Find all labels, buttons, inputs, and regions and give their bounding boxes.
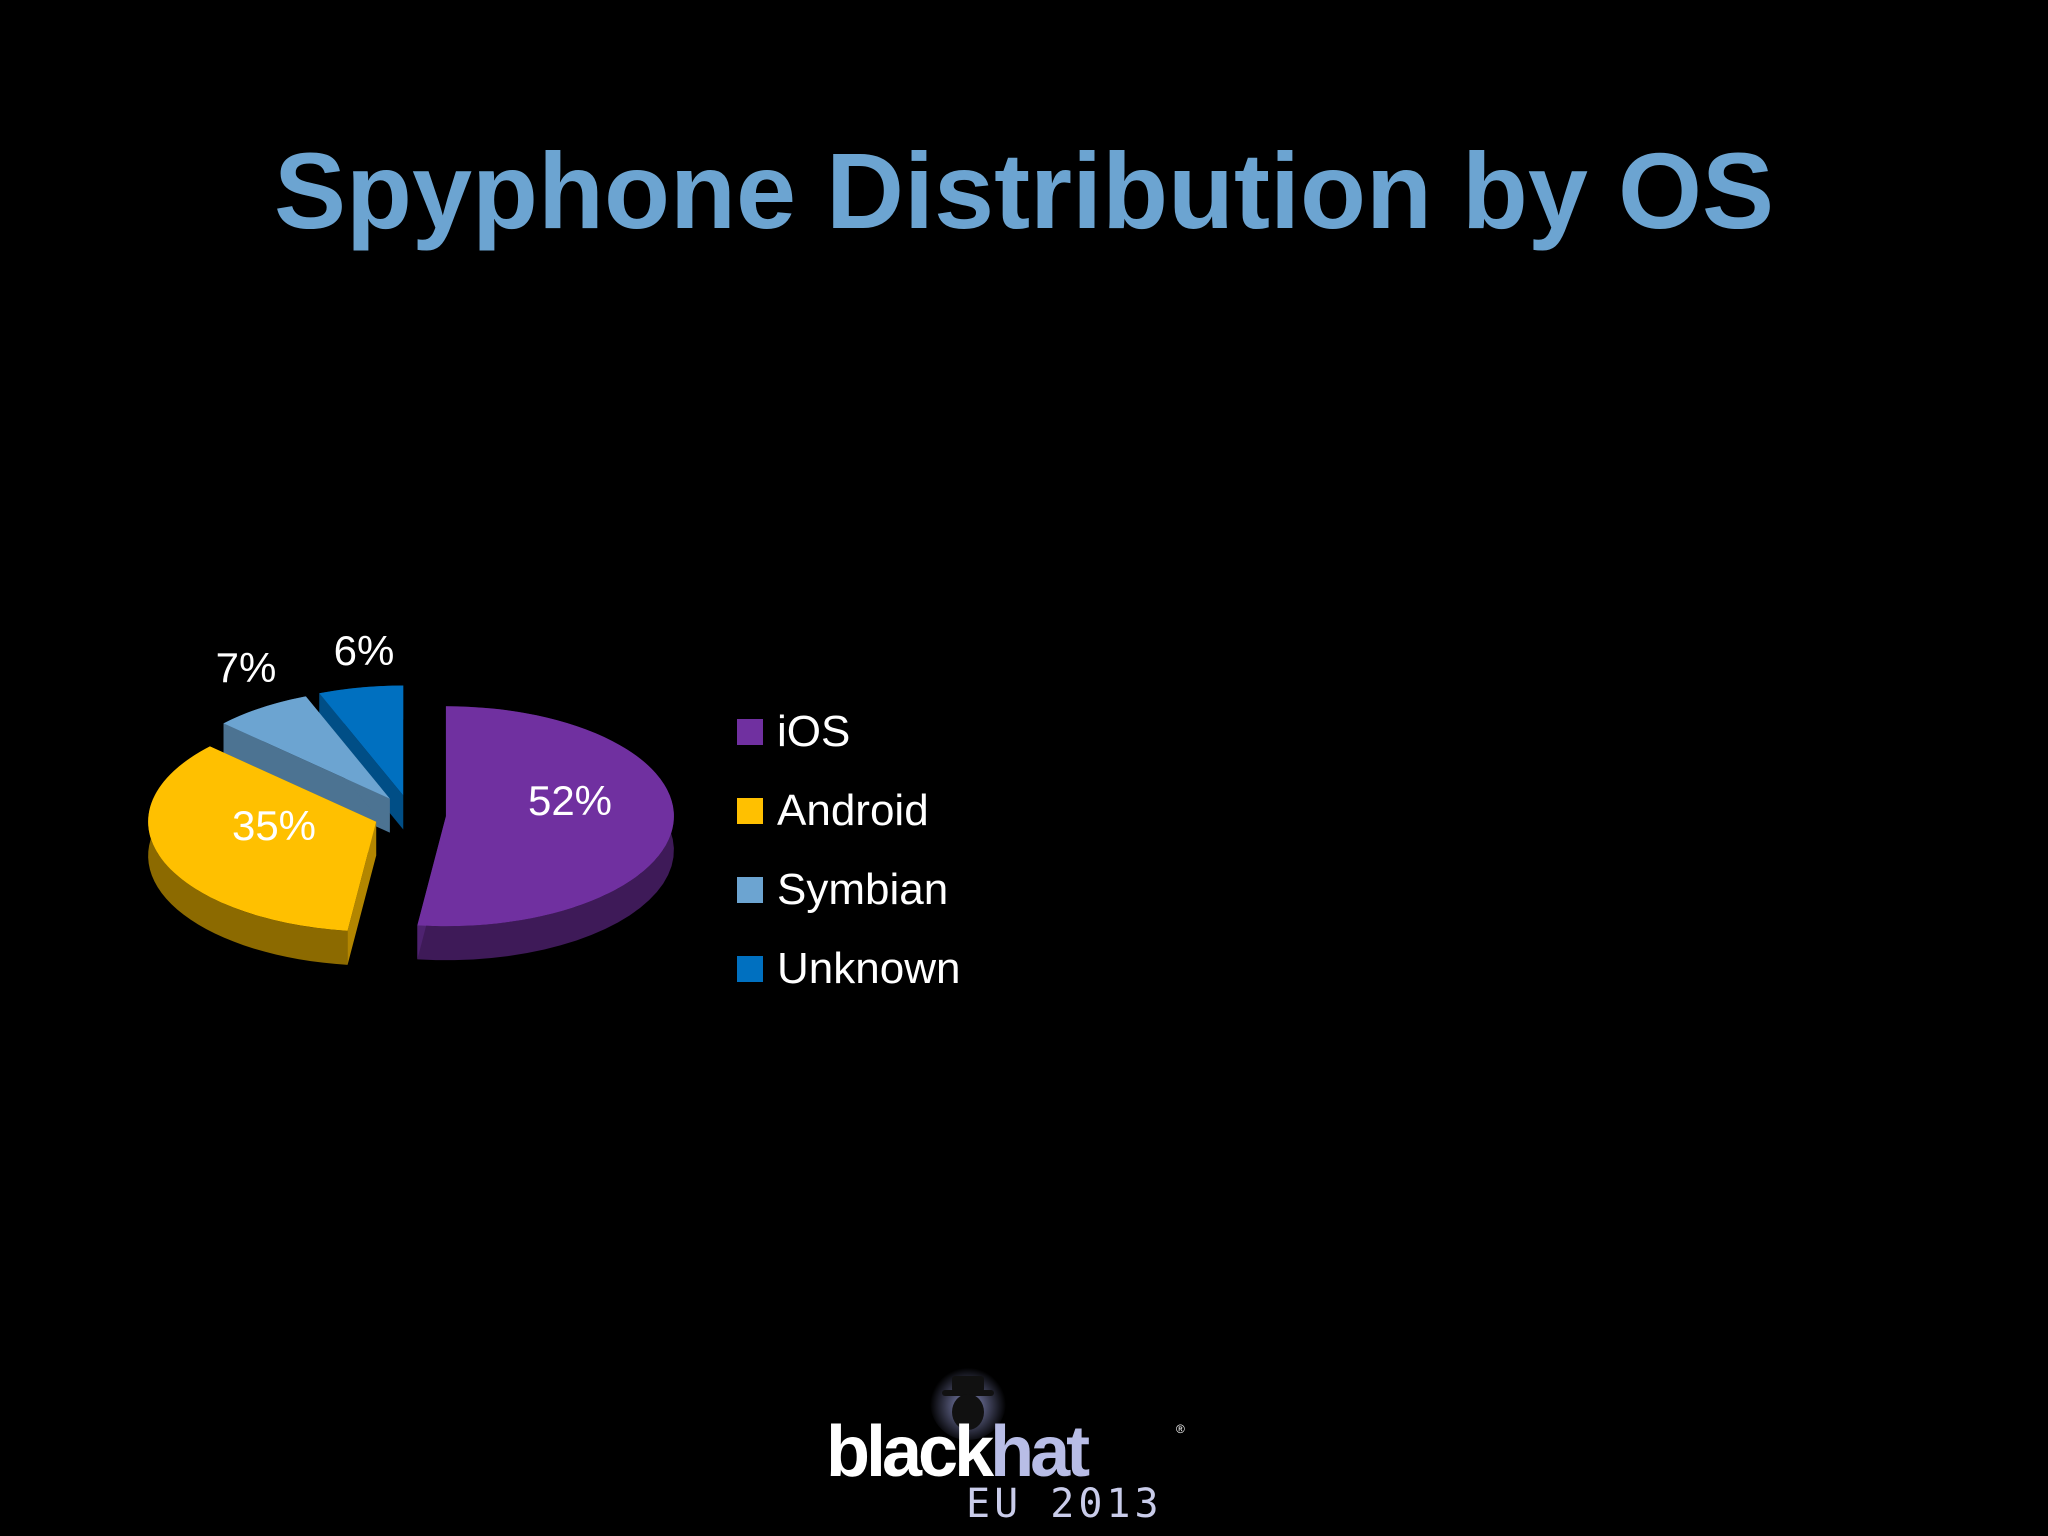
data-label-ios: 52% [528, 777, 612, 824]
legend-item-android: Android [737, 771, 960, 850]
legend-label-symbian: Symbian [777, 864, 949, 914]
legend-swatch-android [737, 797, 763, 824]
legend-item-symbian: Symbian [737, 850, 960, 929]
legend-swatch-symbian [737, 876, 763, 903]
slide-title: Spyphone Distribution by OS [273, 130, 1775, 251]
chart-legend: iOS Android Symbian Unknown [737, 692, 960, 1008]
legend-label-unknown: Unknown [777, 943, 961, 993]
legend-label-android: Android [777, 785, 929, 835]
pie-slice-symbian [223, 696, 390, 833]
pie-data-labels: 52% 35% 7% 6% [216, 627, 612, 849]
data-label-unknown: 6% [334, 627, 395, 674]
logo-wordmark: blackhat [826, 1412, 1090, 1492]
pie-slice-android [148, 746, 377, 965]
logo-event-subtitle: EU 2013 [966, 1481, 1163, 1527]
data-label-android: 35% [232, 802, 316, 849]
legend-item-unknown: Unknown [737, 929, 960, 1008]
legend-label-ios: iOS [777, 706, 851, 756]
legend-swatch-ios [737, 718, 763, 745]
data-label-symbian: 7% [216, 644, 277, 691]
pie-slice-ios [417, 706, 674, 961]
pie-slices [148, 685, 674, 965]
blackhat-logo: blackhat ® EU 2013 [826, 1360, 1186, 1524]
legend-item-ios: iOS [737, 692, 960, 771]
logo-registered-mark: ® [1176, 1422, 1185, 1436]
legend-swatch-unknown [737, 955, 763, 982]
hat-man-icon [930, 1364, 1006, 1440]
